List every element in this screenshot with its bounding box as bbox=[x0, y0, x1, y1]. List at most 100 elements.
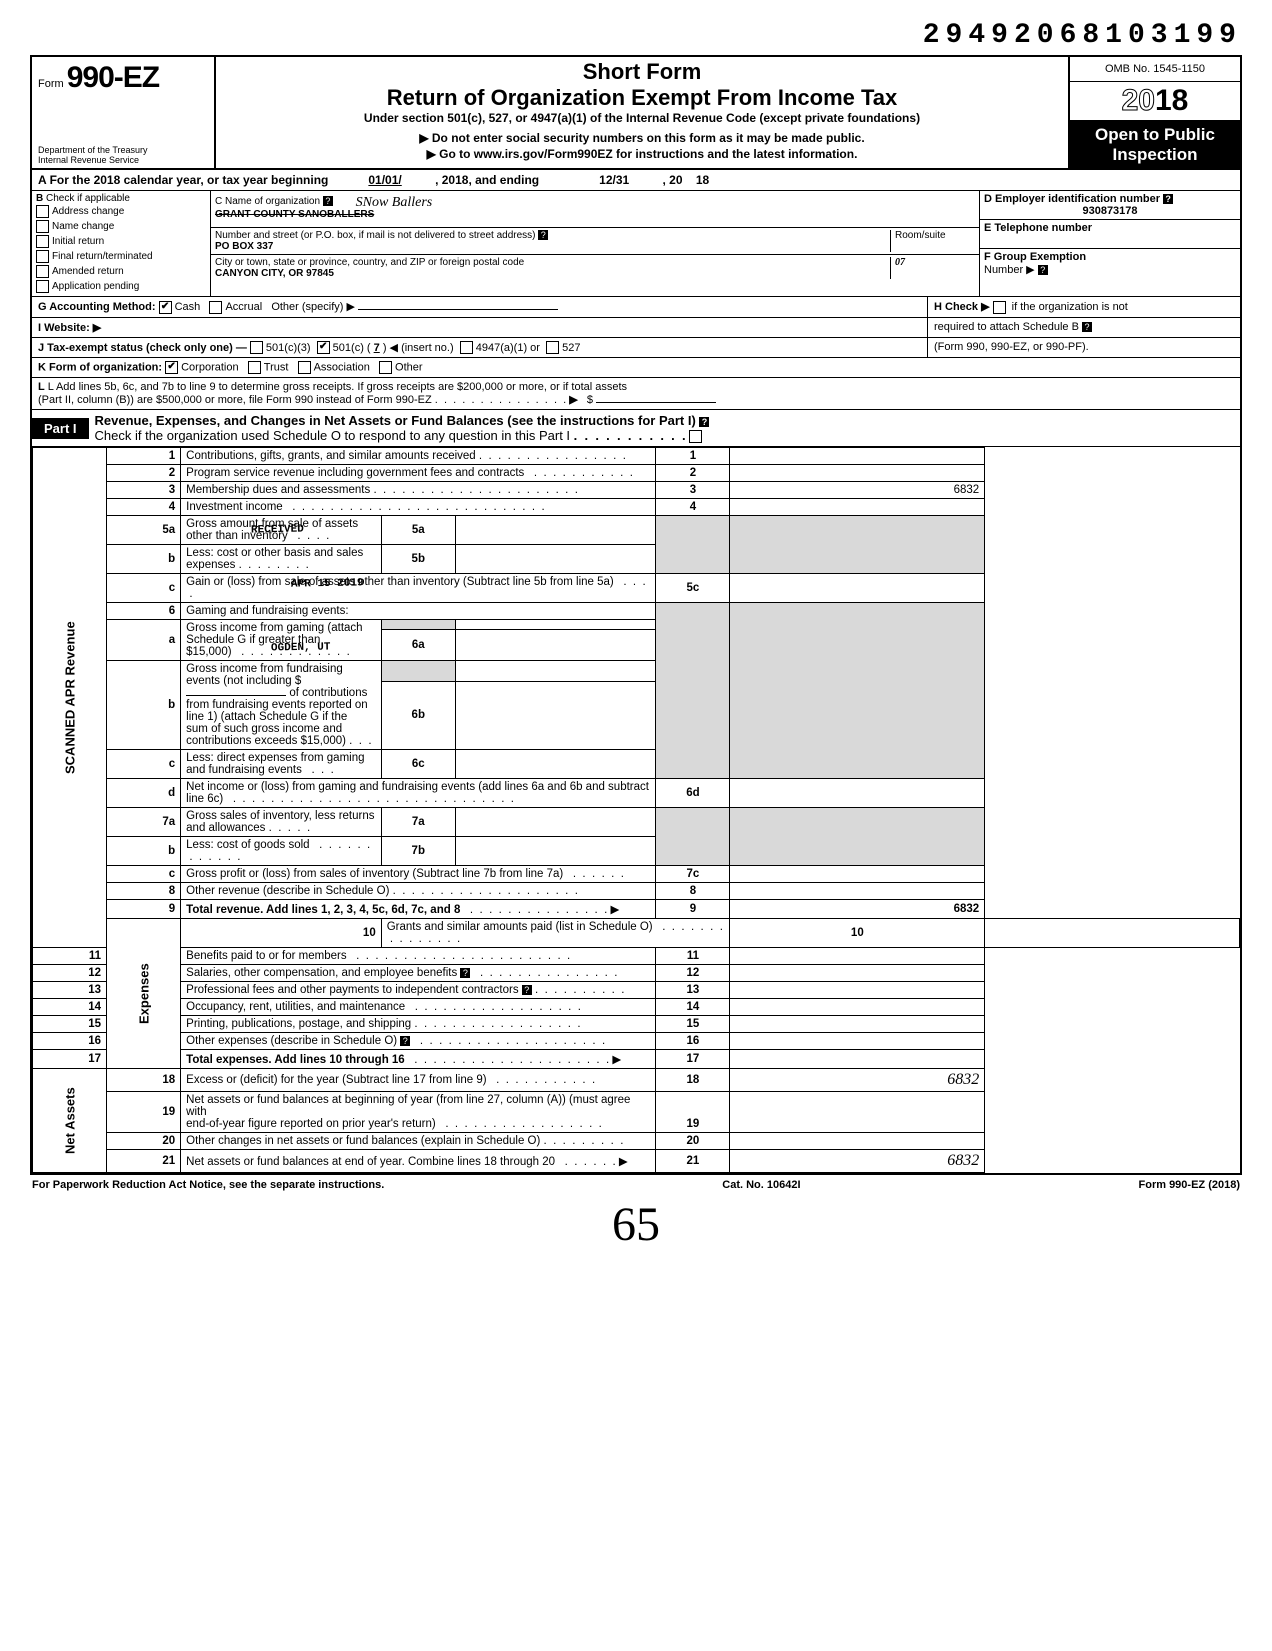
line-21-amt[interactable]: 6832 bbox=[730, 1150, 985, 1173]
line-19-box: 19 bbox=[656, 1092, 730, 1133]
help-icon: ? bbox=[538, 230, 548, 240]
line-6b-amt[interactable] bbox=[455, 681, 656, 750]
line-20-amt[interactable] bbox=[730, 1133, 985, 1150]
section-h: H Check ▶ if the organization is not bbox=[927, 297, 1240, 317]
line-2-amt[interactable] bbox=[730, 465, 985, 482]
line-16-amt[interactable] bbox=[730, 1033, 985, 1050]
chk-final-return[interactable] bbox=[36, 250, 49, 263]
chk-amended[interactable] bbox=[36, 265, 49, 278]
line-17-amt[interactable] bbox=[730, 1050, 985, 1069]
line-15-box: 15 bbox=[656, 1016, 730, 1033]
line-1-amt[interactable] bbox=[730, 448, 985, 465]
room-value: 07 bbox=[890, 257, 975, 279]
line-10-amt[interactable] bbox=[985, 919, 1240, 948]
line-6c-amt[interactable] bbox=[455, 750, 656, 779]
line-6d-box: 6d bbox=[656, 779, 730, 808]
line-6a-amt[interactable] bbox=[455, 629, 656, 661]
chk-address-change[interactable] bbox=[36, 205, 49, 218]
chk-trust[interactable] bbox=[248, 361, 261, 374]
l-text2: (Part II, column (B)) are $500,000 or mo… bbox=[38, 394, 432, 406]
line-7a-num: 7a bbox=[107, 808, 181, 837]
line-12-box: 12 bbox=[656, 965, 730, 982]
footer-center: Cat. No. 10642I bbox=[722, 1179, 800, 1191]
line-11-num: 11 bbox=[33, 948, 107, 965]
header-left: Form 990-EZ Department of the Treasury I… bbox=[32, 57, 216, 168]
chk-4947[interactable] bbox=[460, 341, 473, 354]
line-8-amt[interactable] bbox=[730, 883, 985, 900]
section-a: A For the 2018 calendar year, or tax yea… bbox=[32, 170, 1240, 191]
line-9-amt[interactable]: 6832 bbox=[730, 900, 985, 919]
line-14-desc: Occupancy, rent, utilities, and maintena… bbox=[186, 1001, 405, 1013]
line-5c-amt[interactable] bbox=[730, 574, 985, 603]
org-city: CANYON CITY, OR 97845 bbox=[215, 268, 890, 279]
line-19-desc2: end-of-year figure reported on prior yea… bbox=[186, 1118, 436, 1130]
k-trust: Trust bbox=[264, 362, 289, 374]
line-16-num: 16 bbox=[33, 1033, 107, 1050]
line-9-num: 9 bbox=[107, 900, 181, 919]
k-corp: Corporation bbox=[181, 362, 238, 374]
chk-schedule-o[interactable] bbox=[689, 430, 702, 443]
line-1-num: 1 bbox=[107, 448, 181, 465]
section-d-e-f: D Employer identification number ? 93087… bbox=[979, 191, 1240, 296]
line-12-amt[interactable] bbox=[730, 965, 985, 982]
revenue-label: Revenue bbox=[62, 622, 77, 676]
help-icon: ? bbox=[1163, 194, 1173, 204]
chk-501c3[interactable] bbox=[250, 341, 263, 354]
line-11-desc: Benefits paid to or for members bbox=[186, 950, 346, 962]
line-4-amt[interactable] bbox=[730, 499, 985, 516]
line-12-desc: Salaries, other compensation, and employ… bbox=[186, 967, 457, 979]
page-footer: For Paperwork Reduction Act Notice, see … bbox=[30, 1175, 1242, 1191]
line-2-box: 2 bbox=[656, 465, 730, 482]
line-14-amt[interactable] bbox=[730, 999, 985, 1016]
line-6d-amt[interactable] bbox=[730, 779, 985, 808]
chk-527[interactable] bbox=[546, 341, 559, 354]
chk-corp[interactable]: ✔ bbox=[165, 361, 178, 374]
line-13-amt[interactable] bbox=[730, 982, 985, 999]
chk-501c[interactable]: ✔ bbox=[317, 341, 330, 354]
line-7c-amt[interactable] bbox=[730, 866, 985, 883]
row-i: I Website: ▶ required to attach Schedule… bbox=[32, 318, 1240, 338]
chk-app-pending[interactable] bbox=[36, 280, 49, 293]
line-7c-num: c bbox=[107, 866, 181, 883]
line-20-desc: Other changes in net assets or fund bala… bbox=[186, 1135, 540, 1147]
line-6-desc: Gaming and fundraising events: bbox=[181, 603, 656, 620]
chk-accrual[interactable] bbox=[209, 301, 222, 314]
chk-schedule-b[interactable] bbox=[993, 301, 1006, 314]
line-6b-box: 6b bbox=[381, 681, 455, 750]
line-2-num: 2 bbox=[107, 465, 181, 482]
line-7c-desc: Gross profit or (loss) from sales of inv… bbox=[186, 868, 563, 880]
line-13-num: 13 bbox=[33, 982, 107, 999]
chk-initial-return[interactable] bbox=[36, 235, 49, 248]
line-11-amt[interactable] bbox=[730, 948, 985, 965]
line-12-num: 12 bbox=[33, 965, 107, 982]
line-21-box: 21 bbox=[656, 1150, 730, 1173]
line-7a-amt[interactable] bbox=[455, 808, 656, 837]
line-7a-desc: Gross sales of inventory, less returns a… bbox=[186, 810, 374, 834]
shade-7-amt bbox=[730, 808, 985, 866]
chk-name-change[interactable] bbox=[36, 220, 49, 233]
sidelabel-netassets: Net Assets bbox=[33, 1069, 107, 1173]
line-4-desc: Investment income bbox=[186, 501, 283, 513]
line-17-num: 17 bbox=[33, 1050, 107, 1069]
chk-assoc[interactable] bbox=[298, 361, 311, 374]
line-18-amt[interactable]: 6832 bbox=[730, 1069, 985, 1092]
line-7b-amt[interactable] bbox=[455, 837, 656, 866]
line-3-amt[interactable]: 6832 bbox=[730, 482, 985, 499]
line-5b-amt[interactable] bbox=[455, 545, 656, 574]
help-icon: ? bbox=[1038, 265, 1048, 275]
line-3-desc: Membership dues and assessments bbox=[186, 484, 370, 496]
l-dollar: $ bbox=[587, 394, 593, 406]
g-other: Other (specify) ▶ bbox=[271, 301, 355, 313]
help-icon: ? bbox=[460, 968, 470, 978]
chk-cash[interactable]: ✔ bbox=[159, 301, 172, 314]
line-5a-amt[interactable] bbox=[455, 516, 656, 545]
line-15-amt[interactable] bbox=[730, 1016, 985, 1033]
line-6d-desc1: Net income or (loss) from gaming and fun… bbox=[186, 781, 649, 793]
line-4-num: 4 bbox=[107, 499, 181, 516]
chk-other[interactable] bbox=[379, 361, 392, 374]
line-19-amt[interactable] bbox=[730, 1092, 985, 1133]
line-5c-box: 5c bbox=[656, 574, 730, 603]
line-3-box: 3 bbox=[656, 482, 730, 499]
h-text4: (Form 990, 990-EZ, or 990-PF). bbox=[934, 341, 1089, 353]
line-6b-num: b bbox=[107, 661, 181, 750]
